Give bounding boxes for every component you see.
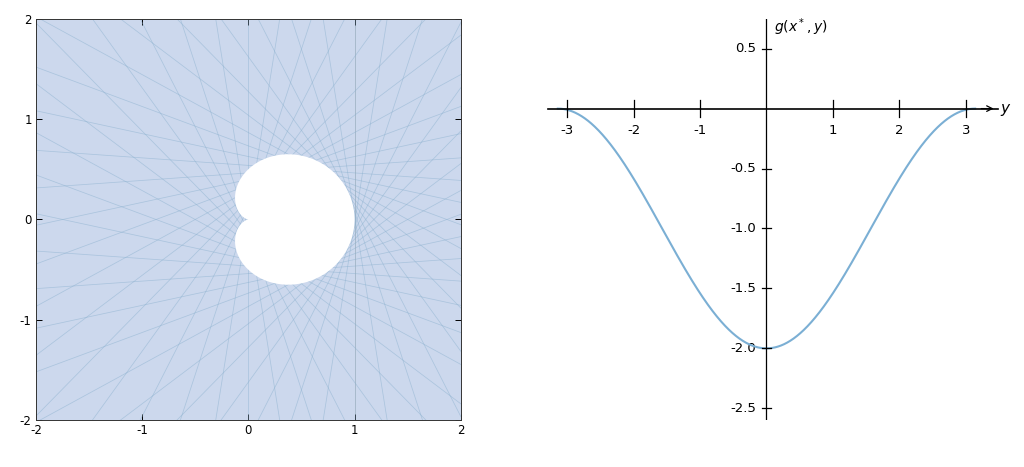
Text: -1: -1 bbox=[693, 124, 707, 137]
Polygon shape bbox=[236, 154, 354, 285]
Text: -2.5: -2.5 bbox=[731, 402, 757, 415]
Text: 1: 1 bbox=[828, 124, 838, 137]
Text: -1.0: -1.0 bbox=[731, 222, 757, 235]
Text: -2: -2 bbox=[627, 124, 640, 137]
Text: 3: 3 bbox=[962, 124, 970, 137]
Text: -1.5: -1.5 bbox=[731, 282, 757, 295]
Text: 0.5: 0.5 bbox=[735, 42, 757, 55]
Text: 2: 2 bbox=[895, 124, 903, 137]
Text: -0.5: -0.5 bbox=[731, 162, 757, 175]
Text: -2.0: -2.0 bbox=[731, 342, 757, 355]
Text: $g(x^*,y)$: $g(x^*,y)$ bbox=[774, 17, 828, 38]
Text: y: y bbox=[1000, 101, 1010, 116]
Text: -3: -3 bbox=[560, 124, 573, 137]
